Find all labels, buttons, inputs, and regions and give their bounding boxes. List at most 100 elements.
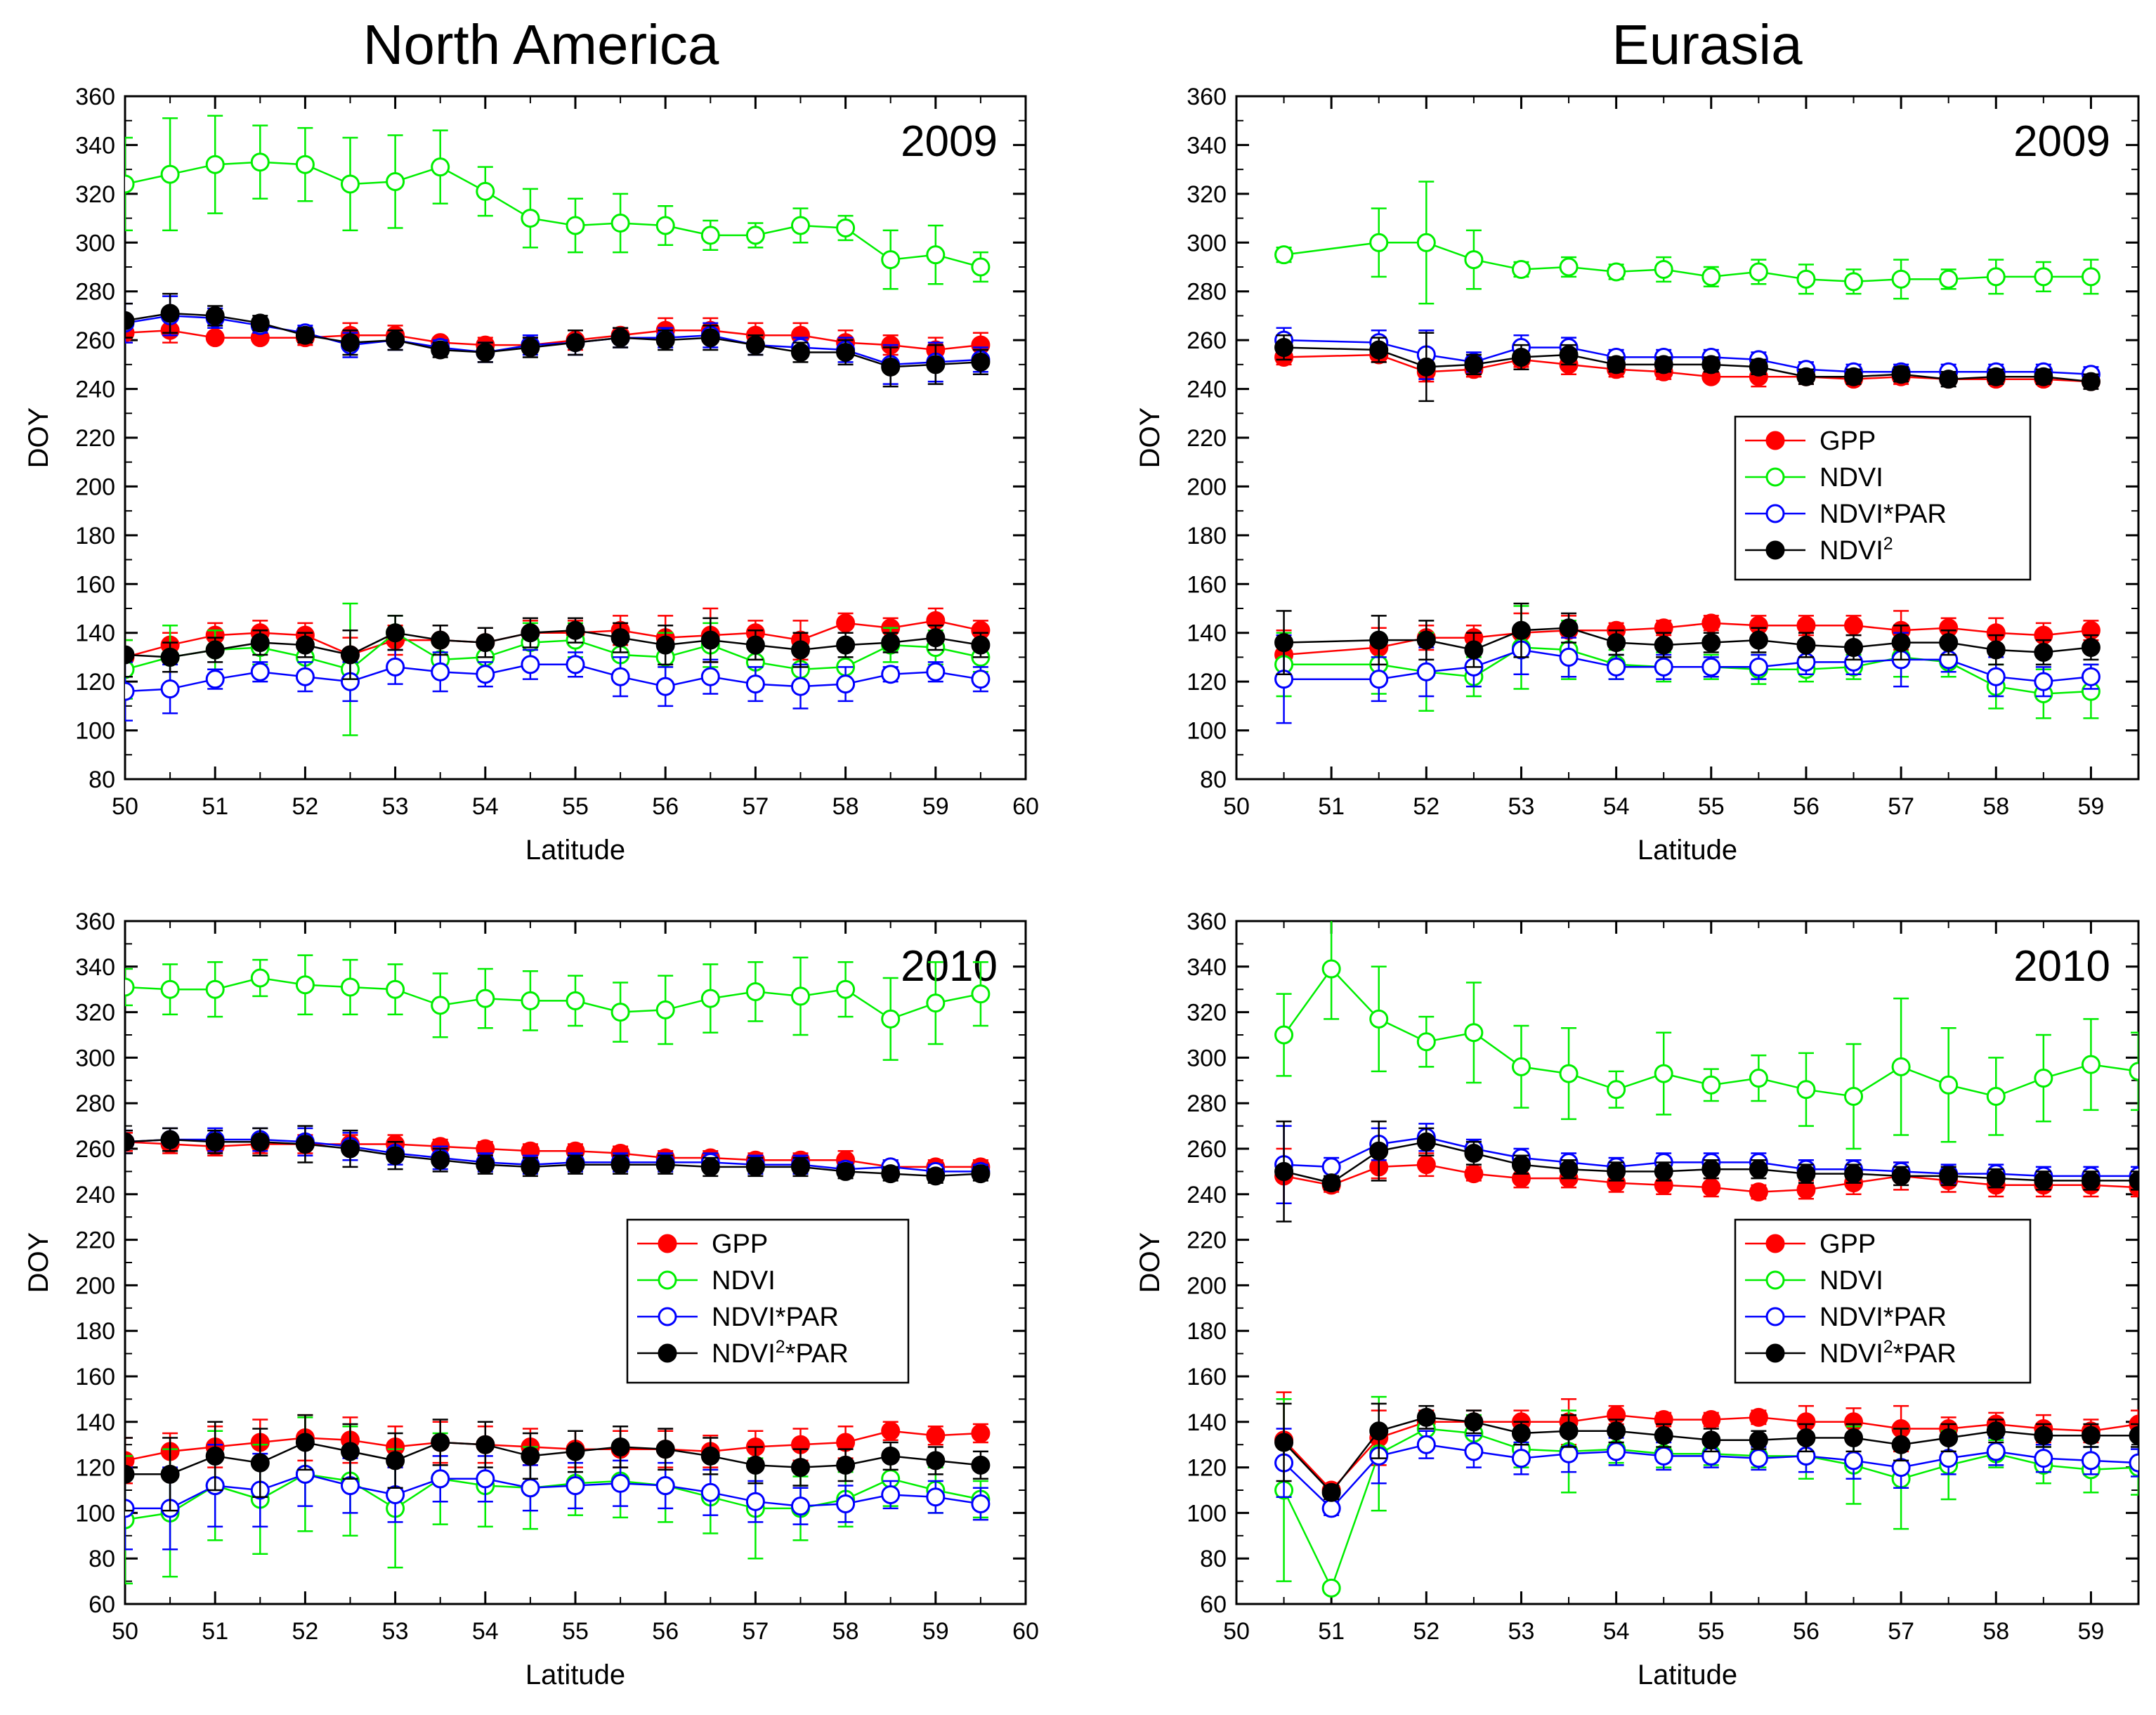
data-point: [2034, 267, 2053, 287]
data-point: [521, 1157, 540, 1177]
data-point: [250, 1453, 270, 1473]
data-point: [1511, 620, 1531, 640]
data-point: [431, 1433, 450, 1452]
data-point: [386, 979, 405, 999]
legend-marker: [1765, 467, 1785, 487]
data-point: [1369, 1141, 1389, 1161]
data-point: [205, 328, 225, 348]
data-point: [655, 216, 675, 235]
data-point: [476, 633, 495, 653]
data-point: [1844, 1164, 1864, 1184]
data-point: [655, 330, 675, 350]
x-tick-label: 56: [652, 793, 679, 820]
x-tick-label: 53: [1508, 1618, 1535, 1645]
legend-label: NDVI: [1819, 463, 1883, 493]
y-tick-label: 360: [1187, 84, 1227, 110]
series-gpp: [125, 1414, 991, 1485]
data-point: [1511, 259, 1531, 279]
data-point: [1749, 1449, 1768, 1468]
y-axis-label: DOY: [23, 1232, 54, 1293]
data-point: [1844, 272, 1864, 292]
data-point: [295, 325, 315, 345]
data-point: [205, 979, 225, 999]
legend-label: NDVI*PAR: [712, 1303, 839, 1332]
data-point: [1559, 1444, 1579, 1463]
data-point: [250, 633, 270, 653]
data-point: [1701, 267, 1721, 287]
data-point: [521, 1446, 540, 1466]
x-tick-label: 54: [1603, 793, 1630, 820]
series-ndvi: [125, 602, 991, 736]
y-tick-label: 260: [1187, 327, 1227, 354]
data-point: [971, 635, 991, 655]
series-black: [125, 1414, 991, 1512]
x-tick-label: 51: [202, 793, 228, 820]
series-ndvi: [1274, 605, 2101, 719]
data-point: [341, 1476, 360, 1496]
y-tick-label: 220: [75, 1227, 115, 1254]
y-tick-label: 160: [75, 571, 115, 598]
data-point: [1796, 1180, 1816, 1199]
chart-eu2010: 60 80 100 120 140 160 180 200 220 240 260 280 300 320…: [1135, 908, 2140, 1690]
data-point: [386, 330, 405, 350]
data-point: [386, 172, 405, 191]
data-point: [610, 1003, 630, 1022]
year-label: 2009: [901, 117, 998, 166]
y-axis-label: DOY: [1135, 407, 1165, 469]
data-point: [1274, 1161, 1294, 1181]
data-point: [791, 343, 810, 362]
legend-label: NDVI2*PAR: [712, 1337, 849, 1369]
series-ndvi: [1274, 921, 2138, 1150]
y-tick-label: 100: [75, 718, 115, 745]
data-point: [1986, 667, 2006, 686]
data-point: [791, 677, 810, 696]
y-tick-label: 80: [89, 1546, 115, 1572]
y-tick-label: 140: [1187, 1409, 1227, 1436]
data-point: [1559, 1421, 1579, 1441]
data-point: [791, 1157, 810, 1177]
data-point: [476, 989, 495, 1008]
data-point: [1701, 633, 1721, 653]
data-point: [1321, 1173, 1341, 1193]
y-tick-label: 360: [1187, 908, 1227, 935]
x-tick-label: 51: [1318, 1618, 1345, 1645]
data-point: [160, 1130, 180, 1149]
data-point: [1559, 257, 1579, 277]
data-point: [566, 991, 585, 1010]
data-point: [971, 1423, 991, 1443]
data-point: [881, 665, 901, 684]
data-point: [1796, 635, 1816, 655]
x-tick-label: 57: [742, 1618, 769, 1645]
data-point: [655, 1000, 675, 1019]
data-point: [566, 1476, 585, 1496]
data-point: [1749, 357, 1768, 377]
data-point: [1369, 233, 1389, 252]
y-tick-label: 120: [75, 1455, 115, 1482]
data-point: [1986, 367, 2006, 386]
y-tick-label: 220: [75, 425, 115, 452]
data-point: [295, 1135, 315, 1154]
data-point: [1416, 1032, 1436, 1052]
y-axis-label: DOY: [1135, 1232, 1165, 1293]
data-point: [1891, 1166, 1911, 1186]
data-point: [476, 1435, 495, 1454]
data-point: [160, 979, 180, 999]
data-point: [2081, 1451, 2101, 1471]
data-point: [1844, 1086, 1864, 1106]
data-point: [476, 343, 495, 362]
data-point: [295, 635, 315, 655]
y-tick-label: 260: [1187, 1136, 1227, 1163]
series-line: [1283, 648, 2091, 683]
y-tick-label: 140: [1187, 620, 1227, 647]
series-ndvi: [125, 954, 991, 1061]
data-point: [1749, 1407, 1768, 1427]
data-point: [1986, 1442, 2006, 1461]
legend-marker: [658, 1234, 677, 1253]
data-point: [125, 1132, 135, 1152]
data-point: [205, 155, 225, 174]
y-tick-label: 220: [1187, 425, 1227, 452]
data-point: [341, 1442, 360, 1461]
plot-area: [1274, 921, 2138, 1598]
x-tick-label: 52: [292, 1618, 318, 1645]
